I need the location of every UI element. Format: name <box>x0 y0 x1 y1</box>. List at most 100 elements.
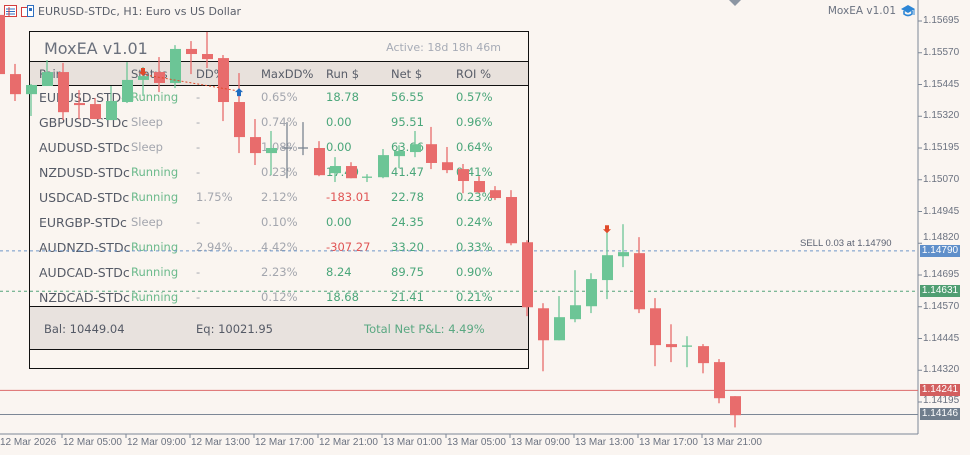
time-label: 12 Mar 05:00 <box>63 437 122 448</box>
candle-body <box>314 148 325 176</box>
table-row: NZDCAD-STDc Running - 0.12% 18.68 21.41 0.21% <box>30 290 528 310</box>
balance: Bal: 10449.04 <box>44 322 125 336</box>
price-tag: 1.14146 <box>920 408 960 421</box>
candle-body <box>730 396 741 416</box>
active-time: Active: 18d 18h 46m <box>386 41 501 54</box>
cell-pair: AUDCAD-STDc <box>39 265 130 280</box>
time-label: 12 Mar 2026 <box>0 437 57 448</box>
cell-roi: 0.23% <box>456 190 493 204</box>
candle-body <box>442 162 453 171</box>
price-label: 1.14195 <box>923 395 960 407</box>
cell-maxdd: 0.65% <box>261 90 298 104</box>
cell-roi: 0.90% <box>456 265 493 279</box>
price-label: 1.14320 <box>923 364 960 376</box>
cell-net: 21.41 <box>391 290 424 304</box>
candle-body <box>250 137 261 154</box>
candle-body <box>90 104 101 120</box>
cell-maxdd: 2.23% <box>261 265 298 279</box>
equity: Eq: 10021.95 <box>196 322 273 336</box>
candle-body <box>618 252 629 257</box>
candle-body <box>394 151 405 157</box>
cell-status: Running <box>131 165 179 179</box>
graduation-cap-icon <box>901 5 915 17</box>
cell-net: 41.47 <box>391 165 424 179</box>
cell-dd: - <box>196 265 201 279</box>
price-label: 1.14695 <box>923 269 960 280</box>
candle-body <box>0 14 5 75</box>
cell-status: Running <box>131 265 179 279</box>
candle-body <box>714 362 725 399</box>
cell-dd: - <box>196 215 201 229</box>
cell-roi: 0.33% <box>456 240 493 254</box>
cell-pair: NZDUSD-STDc <box>39 165 130 180</box>
time-label: 13 Mar 21:00 <box>703 437 762 448</box>
candle-body <box>122 79 133 103</box>
cell-run: 18.78 <box>326 90 359 104</box>
candle-body <box>58 72 69 113</box>
sell-arrow-icon <box>139 68 147 77</box>
candle-body <box>586 279 597 307</box>
cell-run: 0.00 <box>326 140 352 154</box>
cell-run: 8.24 <box>326 265 352 279</box>
buy-arrow-icon <box>235 88 243 97</box>
cell-pair: USDCAD-STDc <box>39 190 130 205</box>
panel-title: MoxEA v1.01 <box>44 39 148 58</box>
cell-status: Sleep <box>131 140 163 154</box>
chart-title: EURUSD-STDc, H1: Euro vs US Dollar <box>38 4 242 18</box>
cell-maxdd: 0.10% <box>261 215 298 229</box>
table-row: EURGBP-STDc Sleep - 0.10% 0.00 24.35 0.24% <box>30 215 528 235</box>
cell-pair: GBPUSD-STDc <box>39 115 129 130</box>
time-label: 12 Mar 21:00 <box>319 437 378 448</box>
price-tag: 1.14241 <box>920 384 960 397</box>
cell-run: -183.01 <box>326 190 371 204</box>
candle-body <box>186 48 197 55</box>
price-tag: 1.14790 <box>920 244 960 257</box>
candle-body <box>538 308 549 341</box>
cell-dd: - <box>196 290 201 304</box>
candle-body <box>218 58 229 103</box>
price-label: 1.15570 <box>923 46 960 58</box>
scroll-marker-icon[interactable] <box>729 0 741 6</box>
cell-roi: 0.24% <box>456 215 493 229</box>
candle-body <box>474 181 485 193</box>
cell-roi: 0.57% <box>456 90 493 104</box>
cell-run: 0.00 <box>326 215 352 229</box>
chart-template-icon[interactable] <box>21 5 34 17</box>
cell-run: 18.68 <box>326 290 359 304</box>
price-label: 1.15320 <box>923 110 960 122</box>
time-label: 13 Mar 17:00 <box>639 437 698 448</box>
candle-body <box>234 102 245 138</box>
time-label: 13 Mar 01:00 <box>383 437 442 448</box>
cell-pair: EURGBP-STDc <box>39 215 127 230</box>
candle-body <box>522 242 533 308</box>
cell-maxdd: 0.23% <box>261 165 298 179</box>
candle-body <box>138 76 149 80</box>
sell-order-label: SELL 0.03 at 1.14790 <box>800 238 892 249</box>
list-icon[interactable] <box>4 5 17 17</box>
candle-body <box>506 197 517 244</box>
cell-dd: 1.75% <box>196 190 233 204</box>
candle-body <box>266 148 277 154</box>
cell-net: 89.75 <box>391 265 424 279</box>
expert-advisor-label[interactable]: MoxEA v1.01 <box>828 4 916 17</box>
price-tag: 1.14631 <box>920 285 960 298</box>
table-row: USDCAD-STDc Running 1.75% 2.12% -183.01 22.78… <box>30 190 528 210</box>
col-run: Run $ <box>326 67 360 81</box>
candle-body <box>378 155 389 178</box>
candle-body <box>106 101 117 121</box>
total-net-pnl: Total Net P&L: 4.49% <box>364 322 485 336</box>
candle-body <box>650 308 661 346</box>
col-roi: ROI % <box>456 67 492 81</box>
candle-body <box>698 346 709 364</box>
candle-body <box>490 190 501 199</box>
table-header: Pair Status DD% MaxDD% Run $ Net $ ROI % <box>30 61 528 86</box>
cell-status: Running <box>131 240 179 254</box>
time-label: 13 Mar 09:00 <box>511 437 570 448</box>
price-label: 1.15695 <box>923 15 960 26</box>
cell-status: Running <box>131 290 179 304</box>
candle-body <box>42 72 53 87</box>
col-net: Net $ <box>391 67 423 81</box>
cell-status: Sleep <box>131 115 163 129</box>
cell-roi: 0.21% <box>456 290 493 304</box>
